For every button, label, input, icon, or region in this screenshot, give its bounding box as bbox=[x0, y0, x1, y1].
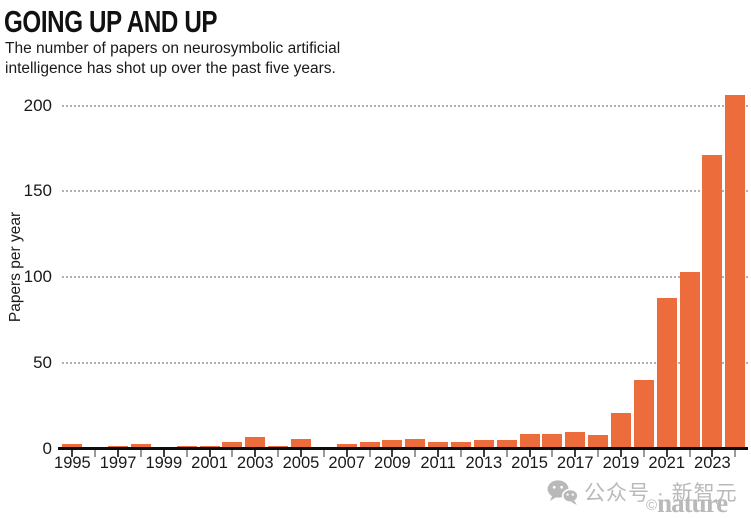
bar-2015 bbox=[519, 433, 540, 449]
bar-2013 bbox=[473, 440, 494, 449]
x-tick-2004 bbox=[277, 450, 280, 457]
bar-2021 bbox=[656, 297, 677, 449]
y-tick-label: 0 bbox=[42, 439, 52, 458]
x-tick-2008 bbox=[368, 450, 371, 457]
y-tick-label: 150 bbox=[23, 181, 52, 201]
chart-subtitle-line2: intelligence has shot up over the past f… bbox=[5, 60, 336, 77]
x-tick-2015 bbox=[528, 450, 531, 457]
bar-2018 bbox=[588, 435, 609, 449]
bar-2002 bbox=[222, 442, 243, 449]
x-tick-label: 1997 bbox=[99, 454, 137, 472]
x-tick-2011 bbox=[437, 450, 440, 457]
bar-2024 bbox=[725, 95, 746, 449]
x-tick-2005 bbox=[299, 450, 302, 457]
x-tick-2009 bbox=[391, 450, 394, 457]
chart-subtitle-line1: The number of papers on neurosymbolic ar… bbox=[5, 40, 341, 57]
bar-2003 bbox=[245, 436, 266, 449]
gridline-150 bbox=[62, 190, 748, 193]
x-tick-label: 2017 bbox=[556, 454, 594, 472]
y-tick-label: 100 bbox=[23, 267, 52, 287]
x-tick-label: 2013 bbox=[465, 454, 503, 472]
bar-2017 bbox=[565, 431, 586, 449]
x-tick-2006 bbox=[322, 450, 325, 457]
x-tick-2024 bbox=[734, 450, 737, 457]
bar-2022 bbox=[679, 272, 700, 449]
bar-2014 bbox=[496, 440, 517, 449]
gridline-50 bbox=[62, 362, 748, 365]
x-tick-label: 2023 bbox=[694, 454, 731, 472]
y-tick-label: 50 bbox=[33, 353, 52, 373]
bar-2023 bbox=[702, 155, 723, 449]
x-tick-2017 bbox=[574, 450, 577, 457]
chart-title: GOING UP AND UP bbox=[4, 4, 218, 39]
x-tick-2022 bbox=[688, 450, 691, 457]
gridline-100 bbox=[62, 276, 748, 279]
x-tick-1999 bbox=[162, 450, 165, 457]
x-tick-2023 bbox=[711, 450, 714, 457]
bar-1995 bbox=[62, 443, 83, 449]
x-tick-2000 bbox=[185, 450, 188, 457]
x-tick-2013 bbox=[482, 450, 485, 457]
wechat-icon bbox=[547, 480, 579, 505]
x-tick-label: 2009 bbox=[374, 454, 411, 472]
copyright-symbol: © bbox=[646, 497, 658, 514]
x-tick-1995 bbox=[71, 450, 74, 457]
x-tick-2002 bbox=[231, 450, 234, 457]
nature-credit: ©nature bbox=[646, 488, 728, 519]
x-tick-label: 2019 bbox=[602, 454, 640, 472]
nature-logo: nature bbox=[657, 488, 728, 518]
x-tick-label: 2005 bbox=[282, 454, 320, 472]
x-tick-label: 2001 bbox=[191, 454, 228, 472]
x-tick-label: 2015 bbox=[511, 454, 548, 472]
bar-2011 bbox=[428, 442, 449, 449]
x-tick-1998 bbox=[139, 450, 142, 457]
x-tick-2020 bbox=[642, 450, 645, 457]
x-tick-1997 bbox=[117, 450, 120, 457]
bar-2007 bbox=[336, 443, 357, 449]
bar-1998 bbox=[130, 443, 151, 449]
watermark: 公众号 · 新智元 bbox=[546, 477, 738, 507]
watermark-text: 公众号 · 新智元 bbox=[584, 482, 738, 505]
bar-2019 bbox=[610, 412, 631, 449]
bar-2012 bbox=[450, 442, 471, 449]
x-tick-2012 bbox=[459, 450, 462, 457]
bar-2020 bbox=[633, 380, 654, 449]
x-tick-label: 2007 bbox=[328, 454, 366, 472]
x-tick-label: 2021 bbox=[648, 454, 686, 472]
x-tick-2010 bbox=[414, 450, 417, 457]
x-tick-2021 bbox=[665, 450, 668, 457]
x-tick-2007 bbox=[345, 450, 348, 457]
bar-2009 bbox=[382, 440, 403, 449]
x-tick-2018 bbox=[597, 450, 600, 457]
gridline-200 bbox=[62, 104, 748, 107]
x-tick-label: 1995 bbox=[54, 454, 91, 472]
bar-2010 bbox=[405, 438, 426, 449]
bar-2016 bbox=[542, 433, 563, 449]
bar-2005 bbox=[290, 438, 311, 449]
x-tick-2003 bbox=[254, 450, 257, 457]
x-tick-label: 1999 bbox=[145, 454, 183, 472]
x-tick-label: 2003 bbox=[236, 454, 274, 472]
bar-2008 bbox=[359, 442, 380, 449]
x-tick-2016 bbox=[551, 450, 554, 457]
x-tick-2001 bbox=[208, 450, 211, 457]
x-tick-2019 bbox=[619, 450, 622, 457]
x-tick-2014 bbox=[505, 450, 508, 457]
y-tick-label: 200 bbox=[23, 95, 52, 115]
x-tick-label: 2011 bbox=[420, 454, 456, 472]
x-axis-line bbox=[58, 447, 748, 450]
x-tick-1996 bbox=[94, 450, 97, 457]
